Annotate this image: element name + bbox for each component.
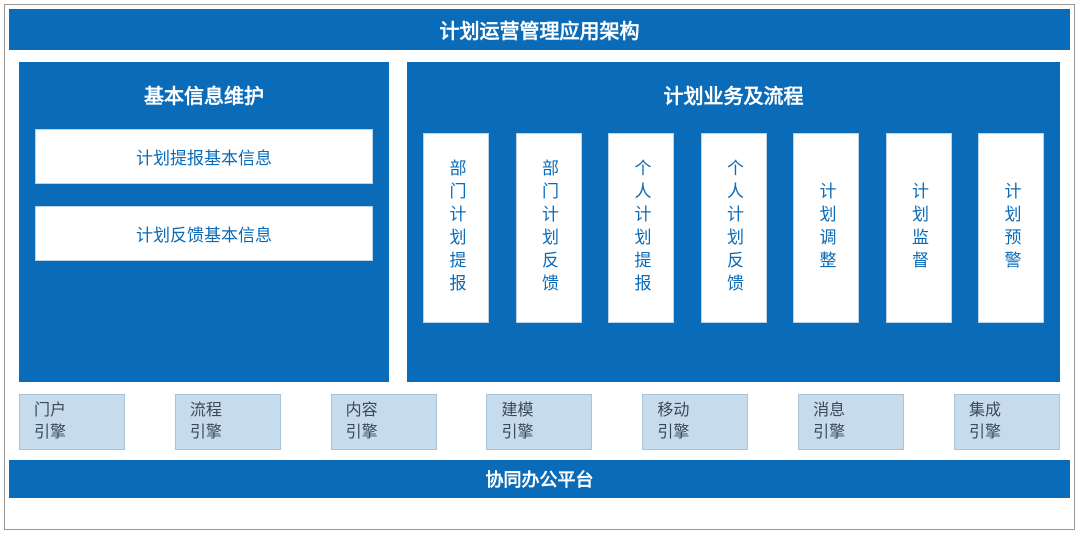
left-panel: 基本信息维护 计划提报基本信息 计划反馈基本信息 [19,62,389,382]
right-item-2-label: 个人计划提报 [629,159,654,297]
engine-6-line2: 引擎 [969,422,1045,444]
right-item-0-label: 部门计划提报 [444,159,469,297]
right-item-5-label: 计划监督 [906,182,931,274]
right-item-1-label: 部门计划反馈 [536,159,561,297]
left-item-1-label: 计划反馈基本信息 [136,226,272,245]
engine-4: 移动 引擎 [642,394,748,450]
engine-2: 内容 引擎 [331,394,437,450]
architecture-frame: 计划运营管理应用架构 基本信息维护 计划提报基本信息 计划反馈基本信息 计划业务… [4,4,1075,530]
right-item-4: 计划调整 [793,133,859,323]
engine-0: 门户 引擎 [19,394,125,450]
right-item-1: 部门计划反馈 [516,133,582,323]
engine-0-line2: 引擎 [34,422,110,444]
engine-2-line2: 引擎 [346,422,422,444]
bottom-title-banner: 协同办公平台 [9,460,1070,498]
right-item-5: 计划监督 [886,133,952,323]
engine-5-line1: 消息 [813,400,889,422]
left-item-0-label: 计划提报基本信息 [136,149,272,168]
engine-5-line2: 引擎 [813,422,889,444]
engine-1-line2: 引擎 [190,422,266,444]
engine-6-line1: 集成 [969,400,1045,422]
engine-5: 消息 引擎 [798,394,904,450]
left-panel-title: 基本信息维护 [35,62,373,129]
engine-3: 建模 引擎 [486,394,592,450]
engine-0-line1: 门户 [34,400,110,422]
right-items-row: 部门计划提报 部门计划反馈 个人计划提报 个人计划反馈 计划调整 计划监督 计划… [423,129,1044,323]
engine-4-line1: 移动 [657,400,733,422]
engine-2-line1: 内容 [346,400,422,422]
engine-6: 集成 引擎 [954,394,1060,450]
right-item-6-label: 计划预警 [999,182,1024,274]
engine-1-line1: 流程 [190,400,266,422]
right-panel-title: 计划业务及流程 [423,62,1044,129]
right-item-3: 个人计划反馈 [701,133,767,323]
right-item-6: 计划预警 [978,133,1044,323]
engines-row: 门户 引擎 流程 引擎 内容 引擎 建模 引擎 移动 引擎 消息 引擎 集成 引… [5,390,1074,460]
right-item-4-label: 计划调整 [814,182,839,274]
engine-4-line2: 引擎 [657,422,733,444]
left-item-1: 计划反馈基本信息 [35,206,373,261]
right-item-3-label: 个人计划反馈 [721,159,746,297]
bottom-title-text: 协同办公平台 [486,470,594,490]
engine-3-line2: 引擎 [501,422,577,444]
right-panel: 计划业务及流程 部门计划提报 部门计划反馈 个人计划提报 个人计划反馈 计划调整… [407,62,1060,382]
top-title-text: 计划运营管理应用架构 [440,21,640,43]
engine-3-line1: 建模 [501,400,577,422]
middle-row: 基本信息维护 计划提报基本信息 计划反馈基本信息 计划业务及流程 部门计划提报 … [5,50,1074,390]
engine-1: 流程 引擎 [175,394,281,450]
left-item-0: 计划提报基本信息 [35,129,373,184]
right-item-0: 部门计划提报 [423,133,489,323]
top-title-banner: 计划运营管理应用架构 [9,9,1070,50]
right-item-2: 个人计划提报 [608,133,674,323]
